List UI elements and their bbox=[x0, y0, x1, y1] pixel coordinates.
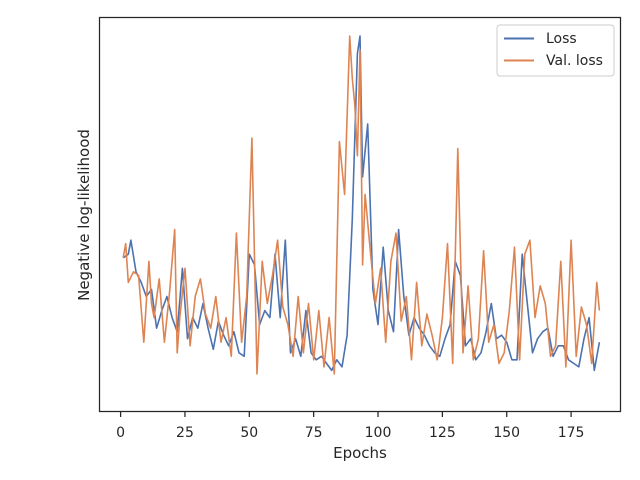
x-tick-label: 0 bbox=[116, 425, 125, 441]
series-line-loss bbox=[122, 35, 601, 372]
x-tick-label: 50 bbox=[240, 425, 258, 441]
series-line-val-loss bbox=[122, 35, 601, 375]
plot-area bbox=[122, 35, 601, 375]
x-axis-label: Epochs bbox=[333, 444, 387, 462]
x-tick-label: 25 bbox=[176, 425, 194, 441]
x-axis: 0 25 50 75 100 125 150 175 bbox=[116, 411, 584, 441]
legend-label-loss: Loss bbox=[546, 31, 577, 47]
x-tick-label: 100 bbox=[365, 425, 392, 441]
x-tick-label: 75 bbox=[305, 425, 323, 441]
y-axis-label: Negative log-likelihood bbox=[75, 129, 93, 301]
x-tick-label: 175 bbox=[558, 425, 585, 441]
x-tick-label: 125 bbox=[429, 425, 456, 441]
legend: Loss Val. loss bbox=[496, 24, 615, 77]
axes-frame bbox=[98, 16, 622, 413]
legend-label-val-loss: Val. loss bbox=[546, 53, 603, 69]
x-tick-label: 150 bbox=[493, 425, 520, 441]
